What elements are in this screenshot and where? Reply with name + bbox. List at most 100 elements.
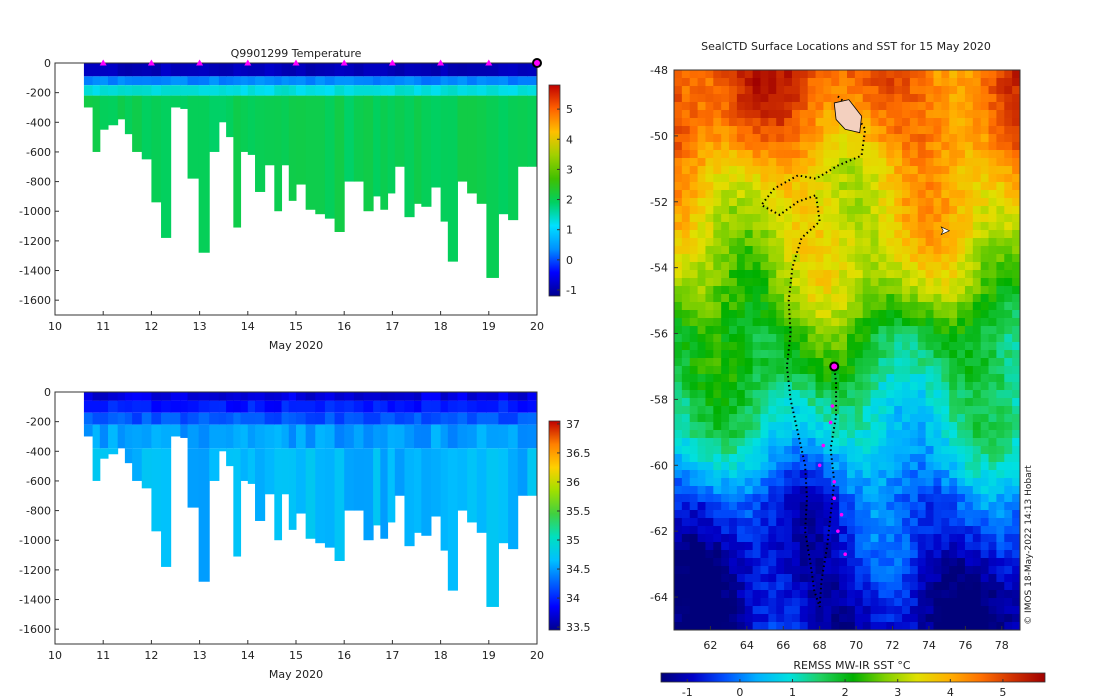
- temp-profile-cell: [141, 63, 152, 77]
- sst-cell: [917, 310, 927, 319]
- temp-cb-tick-label: 4: [566, 133, 573, 146]
- sst-cell: [784, 254, 793, 263]
- sst-cell: [674, 230, 683, 239]
- sst-cell: [823, 190, 832, 199]
- sst-cell: [902, 534, 911, 543]
- sst-cell: [689, 534, 699, 543]
- sst-cell: [736, 486, 746, 495]
- sst-cell: [807, 174, 817, 183]
- sst-cell: [729, 582, 738, 591]
- sal-profile-cell: [274, 424, 283, 449]
- sst-cell: [768, 134, 777, 143]
- sst-cell: [689, 278, 699, 287]
- sst-cell: [847, 222, 856, 231]
- sst-cell: [752, 174, 762, 183]
- temp-profile-cell: [281, 95, 290, 166]
- sst-cell: [839, 230, 848, 239]
- sal-profile-cell: [457, 412, 468, 425]
- sst-cell: [705, 406, 714, 415]
- sst-cell: [760, 366, 769, 375]
- sst-cell: [870, 118, 880, 127]
- sst-cell: [729, 438, 738, 447]
- sal-profile-cell: [373, 392, 381, 401]
- sst-cell: [894, 342, 903, 351]
- sst-cell: [862, 430, 872, 439]
- sst-cell: [674, 462, 683, 471]
- sst-cell: [760, 406, 769, 415]
- sst-cell: [964, 350, 974, 359]
- sst-cell: [980, 110, 990, 119]
- sst-cell: [980, 102, 990, 111]
- sst-cell: [752, 598, 762, 607]
- sst-cell: [681, 526, 691, 535]
- sst-cell: [815, 310, 825, 319]
- sst-cell: [760, 206, 769, 215]
- sst-cell: [729, 94, 738, 103]
- sst-cell: [988, 350, 998, 359]
- sst-cell: [1012, 198, 1020, 207]
- sst-cell: [894, 582, 903, 591]
- sst-cell: [854, 470, 864, 479]
- sst-cell: [854, 142, 864, 151]
- sst-cell: [791, 590, 801, 599]
- sst-cell: [964, 398, 974, 407]
- sst-cell: [925, 422, 935, 431]
- sst-cell: [917, 390, 927, 399]
- sst-cell: [925, 86, 935, 95]
- sst-cell: [980, 214, 990, 223]
- sst-cell: [776, 94, 785, 103]
- sst-cell: [1004, 126, 1013, 135]
- sst-cell: [941, 158, 950, 167]
- sst-cell: [681, 494, 691, 503]
- sst-cell: [957, 422, 966, 431]
- sst-cell: [870, 606, 880, 615]
- sst-cell: [909, 510, 919, 519]
- sst-cell: [776, 622, 785, 630]
- sst-cell: [980, 254, 990, 263]
- sal-profile-cell: [247, 412, 256, 425]
- sal-profile-cell: [226, 412, 234, 425]
- temp-ytick-label: -400: [26, 116, 51, 129]
- sst-cell: [689, 502, 699, 511]
- sst-cell: [949, 182, 958, 191]
- temperature-section-title: Q9901299 Temperature: [231, 47, 362, 60]
- sst-cell: [705, 454, 714, 463]
- sst-cell: [689, 582, 699, 591]
- sst-cell: [980, 606, 990, 615]
- sst-cell: [768, 350, 777, 359]
- sst-cell: [933, 94, 942, 103]
- sst-cell: [1004, 374, 1013, 383]
- sst-cell: [839, 318, 848, 327]
- sal-cb-tick-label: 36.5: [566, 447, 591, 460]
- sst-cell: [721, 294, 730, 303]
- sst-cell: [784, 286, 793, 295]
- sal-profile-cell: [226, 424, 234, 449]
- sst-cell: [689, 214, 699, 223]
- sst-cell: [674, 190, 683, 199]
- sst-cell: [847, 374, 856, 383]
- sst-cell: [776, 166, 785, 175]
- sst-cell: [957, 286, 966, 295]
- sst-cell: [957, 366, 966, 375]
- sst-cell: [674, 358, 683, 367]
- sst-cell: [807, 190, 817, 199]
- sst-cell: [752, 622, 762, 630]
- sst-cell: [681, 510, 691, 519]
- sal-profile-cell: [467, 412, 478, 425]
- temp-profile-cell: [247, 95, 256, 155]
- sst-cell: [902, 238, 911, 247]
- sst-cell: [980, 150, 990, 159]
- sst-cell: [713, 398, 722, 407]
- sst-cell: [831, 590, 840, 599]
- sst-cell: [768, 118, 777, 127]
- sst-cell: [760, 134, 769, 143]
- sst-cell: [729, 406, 738, 415]
- temp-profile-cell: [124, 76, 133, 86]
- sst-cell: [689, 446, 699, 455]
- temp-cb-tick-label: 2: [566, 194, 573, 207]
- sst-cell: [886, 430, 895, 439]
- sst-cell: [752, 94, 762, 103]
- map-ytick-label: -62: [650, 525, 668, 538]
- sst-cell: [839, 182, 848, 191]
- sst-cell: [721, 382, 730, 391]
